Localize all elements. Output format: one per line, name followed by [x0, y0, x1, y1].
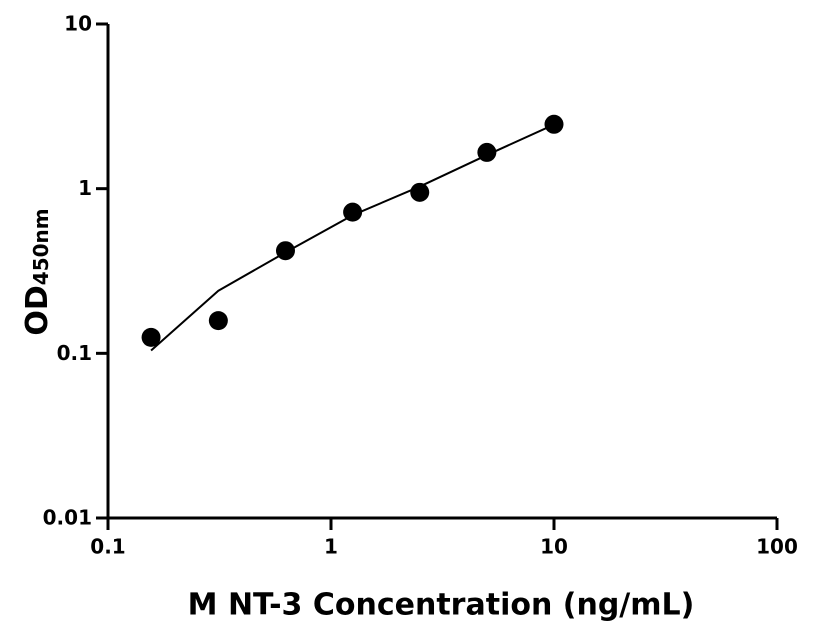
y-tick-label: 10 [64, 12, 92, 36]
data-point [208, 311, 228, 331]
x-tick-label: 1 [324, 535, 338, 559]
y-axis-title-main: OD [20, 285, 55, 335]
x-axis-title: M NT-3 Concentration (ng/mL) [188, 588, 695, 623]
data-point [477, 142, 497, 162]
y-axis-title: OD450nm [20, 208, 55, 335]
y-axis-title-sub: 450nm [29, 208, 53, 285]
x-tick-label: 0.1 [90, 535, 125, 559]
data-point [343, 202, 363, 222]
x-tick-label: 100 [756, 535, 798, 559]
data-point [544, 114, 564, 134]
y-tick-label: 0.1 [57, 341, 92, 365]
data-point [141, 327, 161, 347]
data-point [410, 182, 430, 202]
data-point [275, 241, 295, 261]
x-tick-label: 10 [540, 535, 568, 559]
y-tick-label: 0.01 [43, 506, 92, 530]
y-tick-label: 1 [78, 176, 92, 200]
